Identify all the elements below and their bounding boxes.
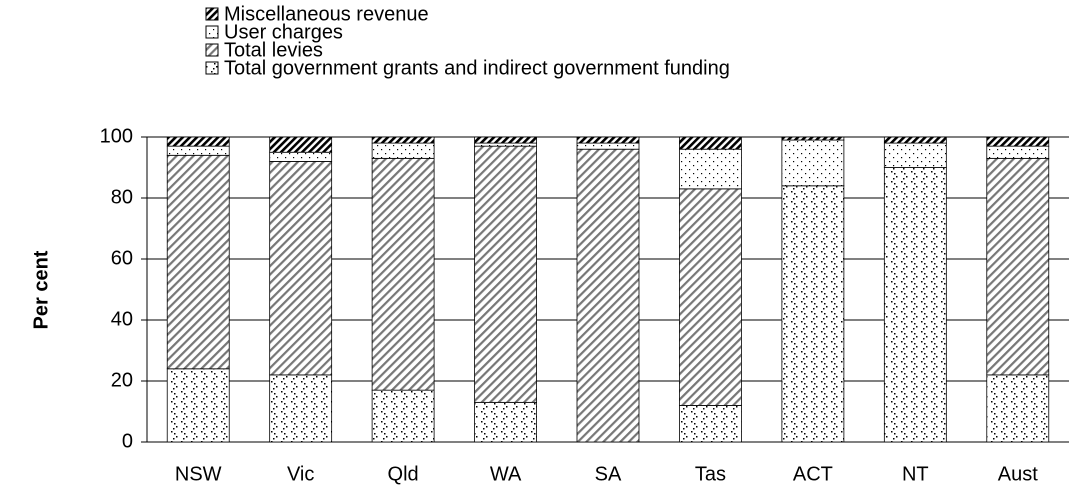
x-tick-label: Tas	[695, 463, 726, 485]
bar-segment	[986, 157, 1050, 376]
bar-segment	[986, 374, 1050, 443]
x-tick-label: NT	[902, 463, 929, 485]
bar-segment	[576, 148, 640, 443]
x-tick-label: Vic	[287, 463, 314, 485]
bar-segment	[371, 389, 435, 443]
legend-swatch	[205, 25, 219, 39]
bar-segment	[986, 136, 1050, 147]
legend-label: Total levies	[224, 39, 323, 61]
bar-segment	[371, 142, 435, 159]
y-tick-label: 100	[100, 125, 133, 147]
bar-segment	[986, 145, 1050, 159]
y-tick-label: 60	[111, 247, 133, 269]
y-axis-label: Per cent	[30, 250, 52, 329]
y-tick-label: 40	[111, 308, 133, 330]
bar-segment	[371, 157, 435, 391]
bar-segment	[679, 136, 742, 150]
legend-label: Total government grants and indirect gov…	[224, 57, 730, 79]
bar-segment	[781, 185, 845, 443]
y-tick-label: 80	[111, 186, 133, 208]
bar-segment	[166, 154, 230, 370]
x-tick-label: WA	[490, 463, 522, 485]
legend-swatch	[205, 61, 219, 75]
x-tick-label: SA	[595, 463, 622, 485]
bar-segment	[781, 139, 845, 187]
x-tick-label: NSW	[175, 463, 222, 485]
bar-segment	[679, 148, 742, 190]
x-tick-label: Qld	[388, 463, 419, 485]
x-tick-label: ACT	[793, 463, 833, 485]
bar-segment	[371, 136, 435, 144]
bar-segment	[679, 188, 742, 406]
bar-segment	[166, 145, 230, 156]
bar-segment	[576, 142, 640, 150]
bar-segment	[883, 136, 947, 144]
bar-segment	[166, 136, 230, 147]
legend-label: User charges	[224, 21, 343, 43]
y-tick-label: 20	[111, 369, 133, 391]
y-tick-label: 0	[122, 430, 133, 452]
legend-swatch	[205, 7, 219, 21]
bar-segment	[883, 167, 947, 443]
bar-segment	[269, 374, 333, 443]
bar-segment	[781, 136, 845, 141]
bar-segment	[166, 368, 230, 443]
bar-segment	[474, 145, 537, 403]
bar-segment	[269, 151, 333, 162]
bar-segment	[474, 142, 537, 147]
x-tick-label: Aust	[998, 463, 1038, 485]
bar-segment	[474, 136, 537, 144]
bar-segment	[679, 404, 742, 443]
legend-label: Miscellaneous revenue	[224, 3, 429, 25]
bar-segment	[576, 136, 640, 144]
bar-segment	[474, 401, 537, 443]
legend-swatch	[205, 43, 219, 57]
bar-segment	[883, 142, 947, 168]
bar-segment	[269, 136, 333, 153]
bar-segment	[269, 160, 333, 376]
